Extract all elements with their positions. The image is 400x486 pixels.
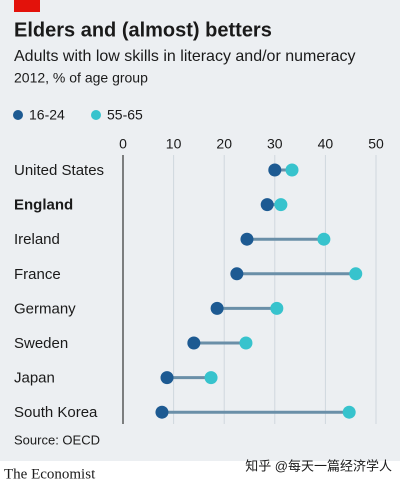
x-tick-label: 0	[119, 136, 127, 152]
x-tick-label: 40	[318, 136, 334, 152]
footer-band	[0, 461, 400, 486]
category-label: Ireland	[14, 231, 60, 248]
dot	[270, 301, 284, 315]
dot	[187, 336, 201, 350]
dot	[160, 371, 174, 385]
x-tick-label: 10	[166, 136, 182, 152]
category-label: South Korea	[14, 404, 98, 421]
dot	[260, 198, 274, 212]
dot	[342, 405, 356, 419]
watermark: 知乎 @每天一篇经济学人	[245, 458, 392, 473]
dot	[239, 336, 253, 350]
category-label: Germany	[14, 300, 76, 317]
dot	[240, 232, 254, 246]
category-label: France	[14, 266, 61, 283]
category-label: United States	[14, 162, 104, 179]
x-tick-label: 50	[368, 136, 384, 152]
category-label: England	[14, 197, 73, 214]
dot	[210, 301, 224, 315]
dot	[349, 267, 363, 281]
dot	[204, 371, 218, 385]
legend-swatch	[13, 110, 23, 120]
legend-label: 55-65	[107, 107, 143, 123]
dot	[285, 163, 299, 177]
chart-title: Elders and (almost) betters	[14, 19, 272, 41]
dot	[317, 232, 331, 246]
unit-note: 2012, % of age group	[14, 70, 148, 86]
category-label: Japan	[14, 370, 55, 387]
dot	[155, 405, 169, 419]
x-tick-label: 30	[267, 136, 283, 152]
legend-swatch	[91, 110, 101, 120]
category-label: Sweden	[14, 335, 68, 352]
red-tag	[14, 0, 40, 12]
dot	[230, 267, 244, 281]
dot	[274, 198, 288, 212]
source: Source: OECD	[14, 432, 100, 447]
dot	[268, 163, 282, 177]
brand: The Economist	[4, 466, 96, 482]
chart-subtitle: Adults with low skills in literacy and/o…	[14, 48, 355, 65]
legend-label: 16-24	[29, 107, 65, 123]
x-tick-label: 20	[216, 136, 232, 152]
